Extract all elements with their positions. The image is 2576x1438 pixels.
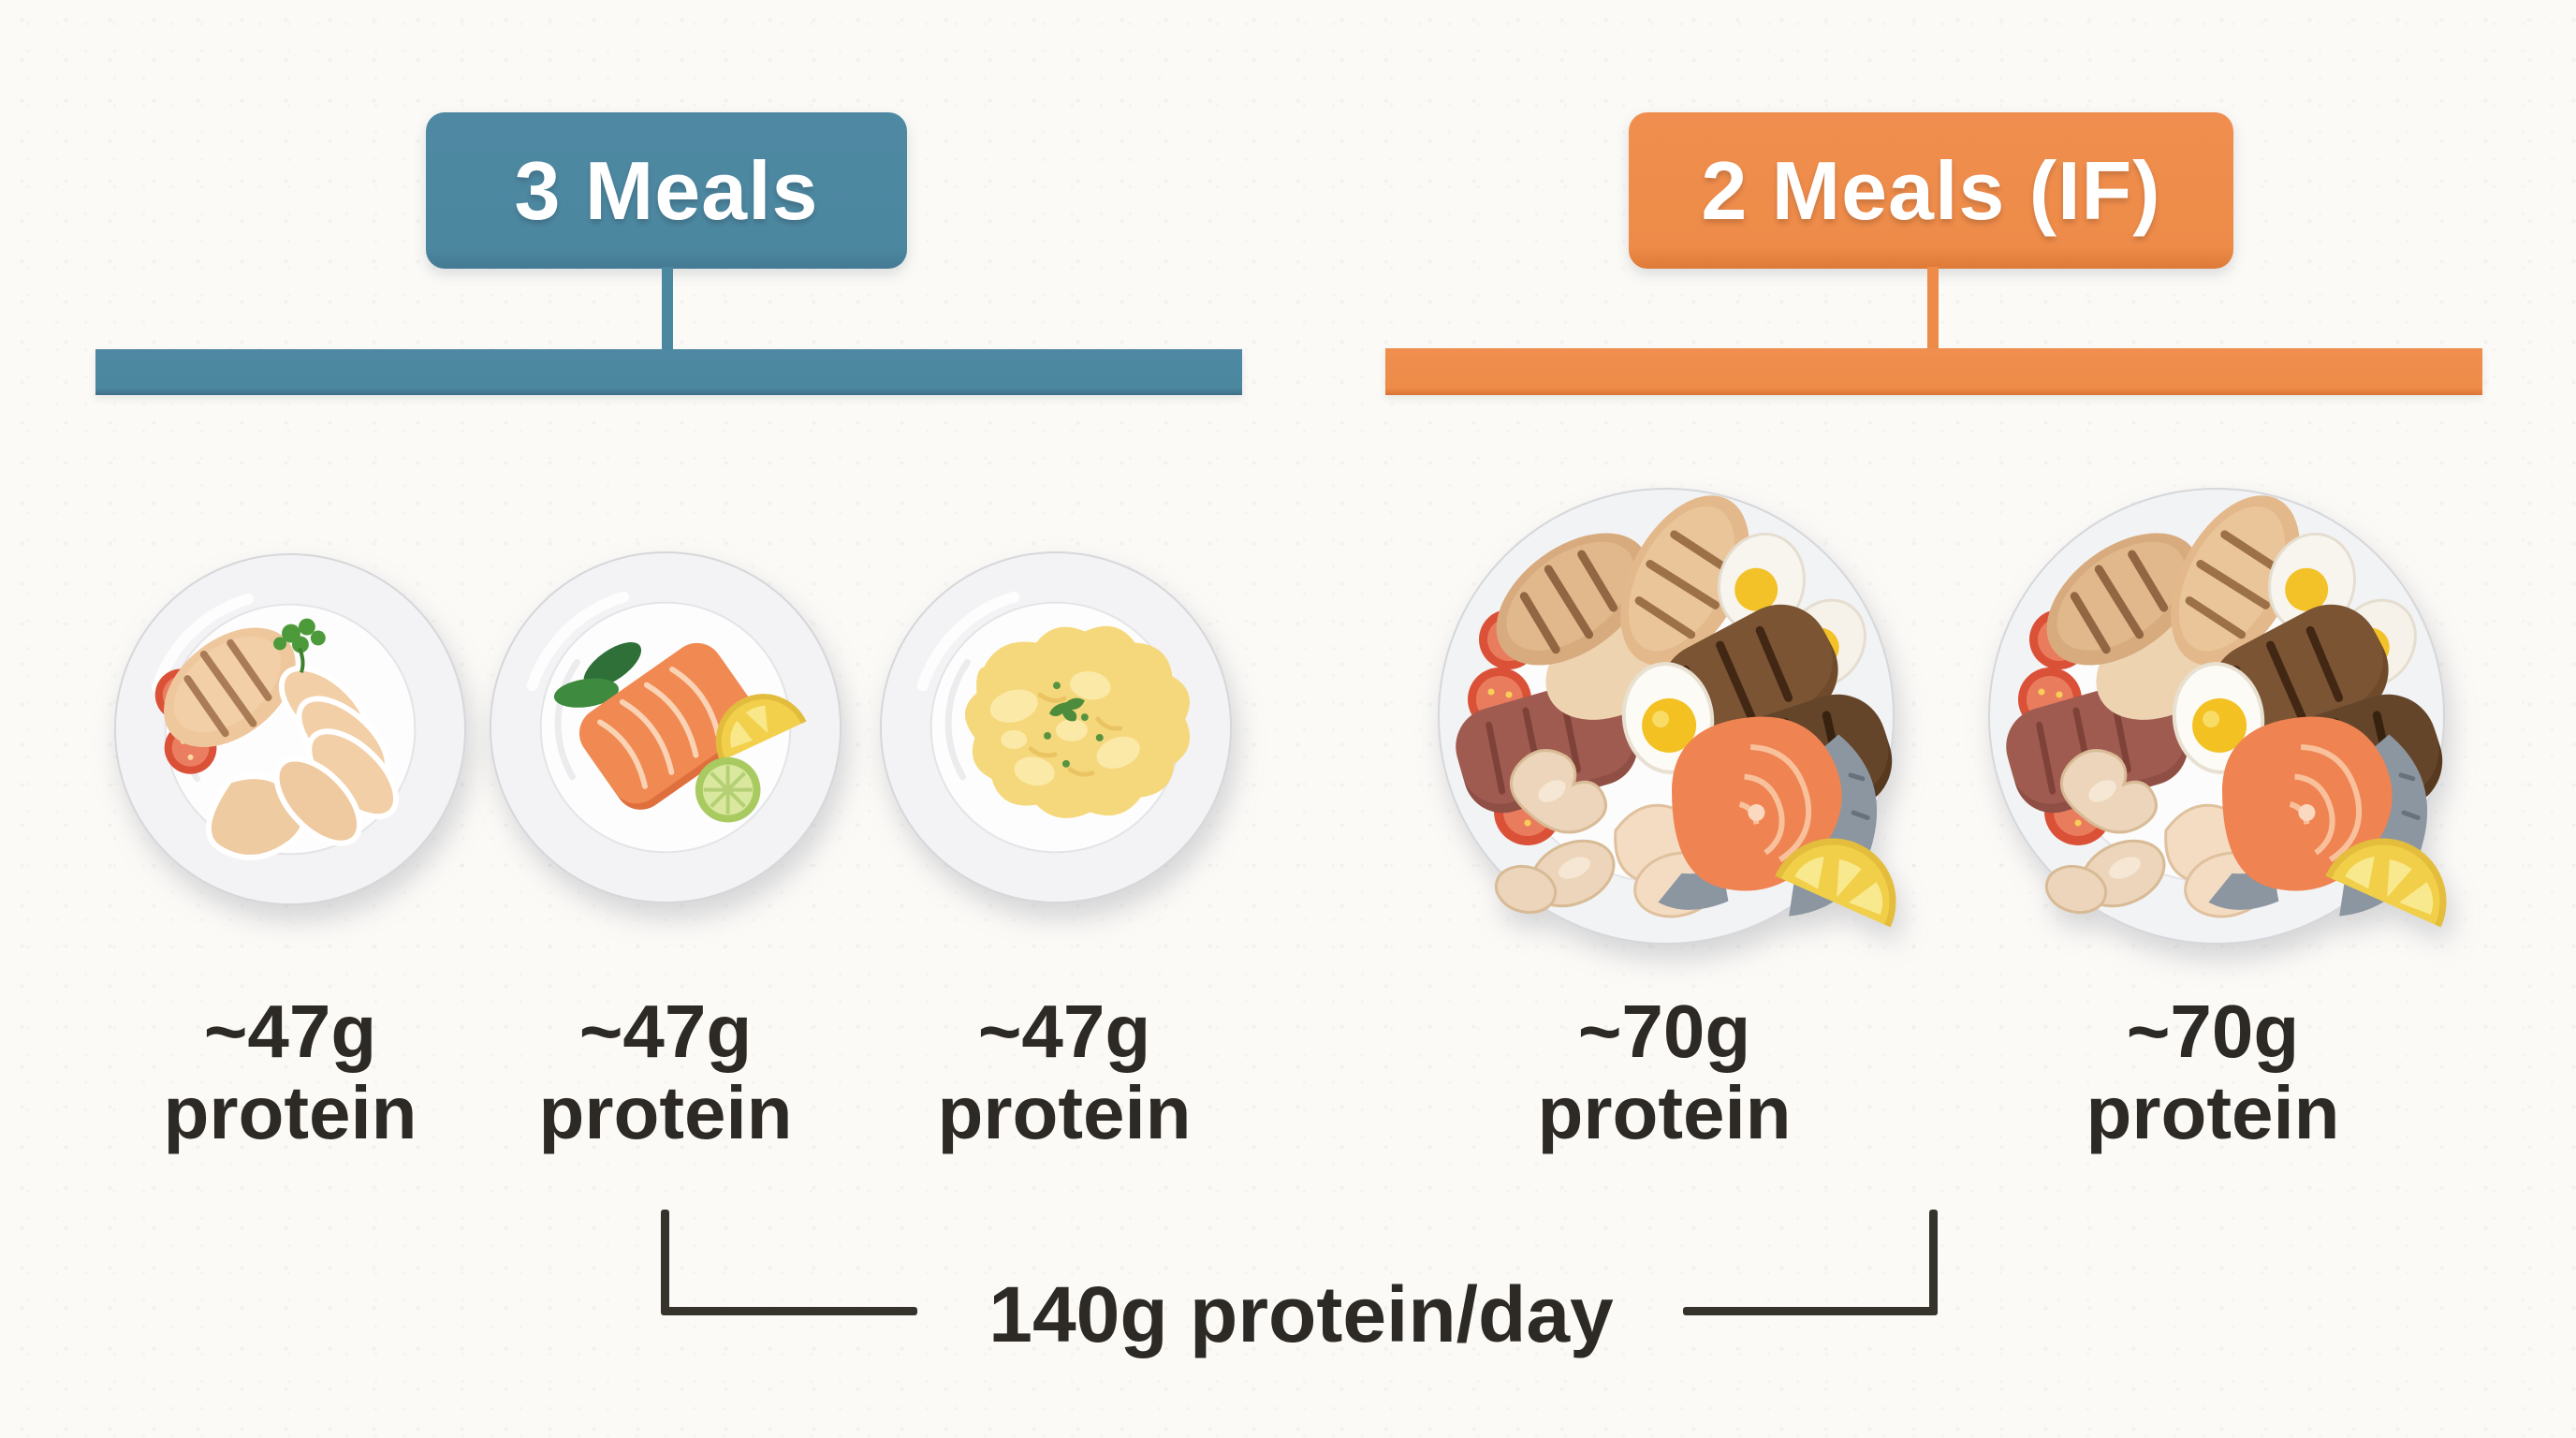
meal-3-protein-label: ~47g protein <box>877 990 1251 1155</box>
summary-bracket-left-vertical <box>661 1210 669 1314</box>
two-meals-connector-line <box>1927 267 1939 350</box>
chicken-slices-icon <box>205 665 400 860</box>
scrambled-eggs-plate-illustration <box>879 550 1233 904</box>
grilled-chicken-breast-icon <box>163 627 296 747</box>
salmon-fillet-plate-illustration <box>489 550 842 904</box>
three-meals-timeline-bar <box>95 349 1242 395</box>
basil-leaves-icon <box>553 642 642 708</box>
if-meal-1-protein-amount: ~70g <box>1577 990 1751 1073</box>
three-meals-connector-line <box>662 267 673 351</box>
if-meal-1-protein-unit: protein <box>1537 1071 1792 1155</box>
meal-2-protein-unit: protein <box>538 1071 793 1155</box>
if-meal-1-protein-label: ~70g protein <box>1477 990 1852 1155</box>
three-meals-badge-label: 3 Meals <box>514 143 819 237</box>
meal-2-protein-amount: ~47g <box>578 990 753 1073</box>
grilled-chicken-plate-illustration <box>113 552 467 906</box>
if-meal-2-protein-label: ~70g protein <box>2026 990 2400 1155</box>
if-meal-2-protein-amount: ~70g <box>2126 990 2300 1073</box>
two-meals-if-badge: 2 Meals (IF) <box>1629 112 2233 269</box>
parsley-garnish-icon <box>273 618 326 673</box>
meal-1-protein-unit: protein <box>163 1071 417 1155</box>
two-meals-timeline-bar <box>1385 348 2482 395</box>
lemon-lime-garnish-icon <box>695 694 807 823</box>
three-meals-badge: 3 Meals <box>426 112 907 269</box>
salmon-fillet-icon <box>578 642 759 810</box>
summary-bracket-left-horizontal <box>661 1307 917 1315</box>
mixed-protein-plate-illustration-2 <box>1983 482 2451 950</box>
meal-1-protein-label: ~47g protein <box>103 990 477 1155</box>
scrambled-eggs-icon <box>964 625 1191 818</box>
meal-1-protein-amount: ~47g <box>203 990 377 1073</box>
meal-2-protein-label: ~47g protein <box>478 990 853 1155</box>
summary-bracket-right-vertical <box>1929 1210 1938 1315</box>
daily-protein-total: 140g protein/day <box>988 1270 1614 1358</box>
two-meals-if-badge-label: 2 Meals (IF) <box>1701 143 2161 237</box>
if-meal-2-protein-unit: protein <box>2086 1071 2340 1155</box>
summary-bracket-right-horizontal <box>1683 1307 1938 1315</box>
mixed-protein-plate-illustration-1 <box>1432 482 1900 950</box>
meal-3-protein-amount: ~47g <box>977 990 1151 1073</box>
meal-3-protein-unit: protein <box>937 1071 1192 1155</box>
